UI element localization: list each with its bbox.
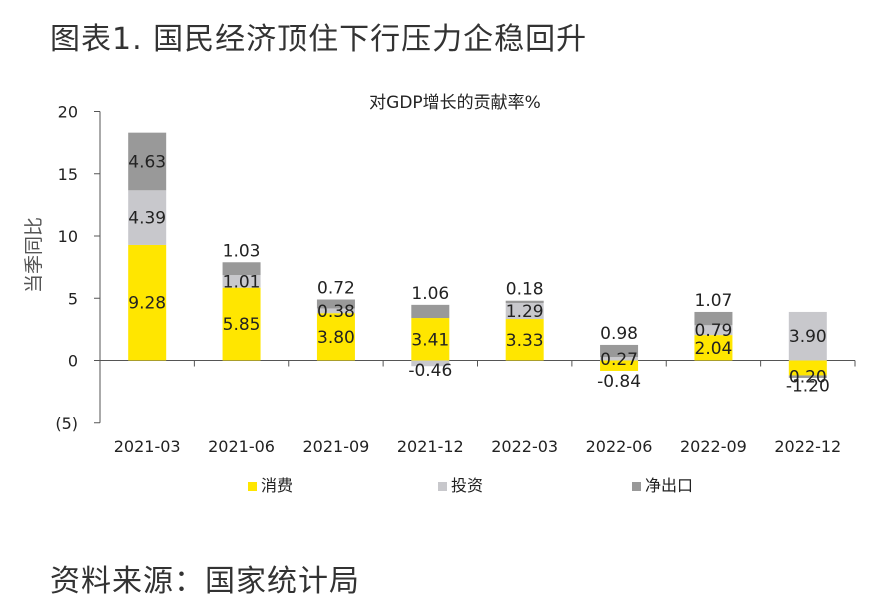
legend-label: 消费 <box>261 476 293 495</box>
bar-segment <box>128 190 167 245</box>
x-tick-label: 2021-12 <box>397 437 464 456</box>
y-axis-label: 当季同比 <box>23 217 45 293</box>
y-tick-label: 0 <box>68 352 78 371</box>
data-label: -0.84 <box>597 372 641 392</box>
legend-label: 投资 <box>451 476 483 495</box>
y-tick-label: 10 <box>58 227 78 246</box>
y-tick-label: 20 <box>58 103 78 122</box>
bar-segment <box>411 318 450 361</box>
data-label: 0.27 <box>600 350 638 370</box>
source-note: 资料来源：国家统计局 <box>50 564 360 599</box>
x-tick-label: 2021-06 <box>208 437 275 456</box>
x-tick-label: 2022-06 <box>586 437 653 456</box>
data-label: 4.63 <box>128 152 166 172</box>
x-tick-label: 2022-03 <box>491 437 558 456</box>
legend-item: 投资 <box>438 476 483 495</box>
bar-segment <box>505 302 544 320</box>
bar-segment <box>694 325 733 336</box>
bar-segment <box>128 244 167 361</box>
bar-segment <box>128 132 167 191</box>
legend-swatch <box>248 482 257 491</box>
data-label: 1.01 <box>223 272 261 292</box>
data-label: 3.41 <box>411 330 449 350</box>
bar-segment <box>788 360 827 376</box>
data-label: 2.04 <box>695 339 733 359</box>
plot-area: 20 15 10 5 0 (5) 2021-03 2021-06 2021-09 2021-12 2… <box>55 103 856 456</box>
bar-segment <box>788 311 827 361</box>
legend-label: 净出口 <box>645 476 693 495</box>
bar-segment <box>411 360 450 367</box>
legend-swatch <box>632 482 641 491</box>
bar-segment <box>222 275 261 288</box>
data-label: 4.39 <box>128 209 166 229</box>
data-label: 0.72 <box>317 278 355 298</box>
bar-segment <box>505 319 544 361</box>
bar-segment <box>222 262 261 276</box>
bar-segment <box>788 375 827 378</box>
bar-segment <box>316 308 355 314</box>
chart-title: 对GDP增长的贡献率% <box>369 93 541 113</box>
data-label: 0.20 <box>789 368 827 388</box>
data-label: 0.79 <box>695 321 733 341</box>
data-label: 0.98 <box>600 324 638 344</box>
x-tick-label: 2022-12 <box>774 437 841 456</box>
y-tick-label: 5 <box>68 289 78 308</box>
x-tick-label: 2021-09 <box>303 437 370 456</box>
data-label: 5.85 <box>223 315 261 335</box>
bar-segment <box>316 299 355 309</box>
bar-segment <box>600 357 639 361</box>
y-tick-label: 15 <box>58 165 78 184</box>
data-label: 1.03 <box>223 241 261 261</box>
data-label: 3.80 <box>317 328 355 348</box>
data-label: -1.20 <box>786 376 830 396</box>
data-label: 1.07 <box>695 291 733 311</box>
data-label: 0.18 <box>506 280 544 300</box>
data-label: 3.90 <box>789 327 827 347</box>
figure-heading: 图表1. 国民经济顶住下行压力企稳回升 <box>50 22 588 57</box>
y-tick-label: (5) <box>55 414 78 433</box>
data-label: -0.46 <box>408 361 452 381</box>
x-tick-label: 2021-03 <box>114 437 181 456</box>
data-label: 0.38 <box>317 302 355 322</box>
bar-segment <box>694 311 733 326</box>
data-label: 3.33 <box>506 331 544 351</box>
legend-item: 净出口 <box>632 476 693 495</box>
data-label: 1.29 <box>506 302 544 322</box>
data-label: 9.28 <box>128 294 166 314</box>
bar-segment <box>222 287 261 361</box>
bar-segment <box>316 313 355 361</box>
x-tick-label: 2022-09 <box>680 437 747 456</box>
bar-segment <box>411 304 450 319</box>
bar-segment <box>600 344 639 358</box>
legend-swatch <box>438 482 447 491</box>
legend-item: 消费 <box>248 476 293 495</box>
bar-segment <box>694 335 733 361</box>
legend: 消费 投资 净出口 <box>248 476 693 495</box>
data-label: 1.06 <box>411 284 449 304</box>
bar-segment <box>600 360 639 371</box>
bar-segment <box>505 300 544 303</box>
